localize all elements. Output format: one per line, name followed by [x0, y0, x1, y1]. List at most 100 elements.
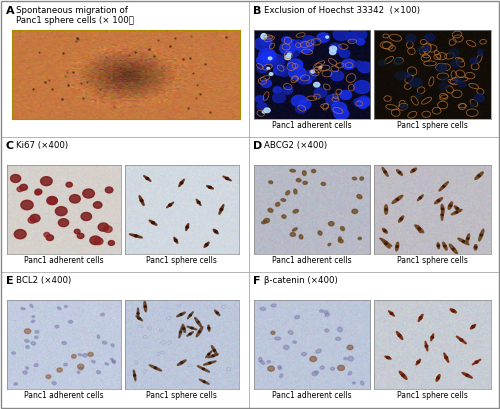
- Circle shape: [283, 87, 292, 94]
- Ellipse shape: [204, 242, 209, 247]
- Ellipse shape: [382, 228, 388, 233]
- Circle shape: [452, 248, 454, 250]
- Ellipse shape: [112, 360, 116, 364]
- Ellipse shape: [24, 339, 29, 342]
- Circle shape: [475, 361, 478, 363]
- Ellipse shape: [294, 315, 300, 319]
- Text: A: A: [6, 6, 14, 16]
- Ellipse shape: [324, 311, 328, 314]
- Circle shape: [267, 67, 270, 70]
- Circle shape: [261, 52, 274, 62]
- Circle shape: [445, 357, 448, 359]
- Circle shape: [24, 329, 31, 334]
- Circle shape: [449, 49, 459, 56]
- Circle shape: [134, 235, 138, 237]
- Ellipse shape: [456, 336, 466, 344]
- Circle shape: [354, 98, 365, 107]
- Circle shape: [216, 312, 218, 314]
- Circle shape: [273, 87, 282, 94]
- Ellipse shape: [32, 316, 34, 317]
- Circle shape: [442, 208, 444, 210]
- Circle shape: [190, 315, 192, 316]
- Circle shape: [268, 57, 272, 60]
- Circle shape: [282, 45, 300, 58]
- Circle shape: [202, 368, 204, 370]
- Circle shape: [402, 374, 404, 376]
- Circle shape: [270, 73, 273, 75]
- Ellipse shape: [276, 202, 280, 206]
- Circle shape: [261, 79, 272, 88]
- Circle shape: [422, 45, 430, 51]
- Text: E: E: [6, 276, 14, 285]
- Circle shape: [292, 95, 306, 107]
- Circle shape: [474, 246, 477, 248]
- Circle shape: [439, 83, 448, 90]
- Circle shape: [438, 200, 440, 202]
- Text: Panc1 adherent cells: Panc1 adherent cells: [272, 391, 351, 400]
- Ellipse shape: [96, 371, 100, 374]
- Circle shape: [384, 241, 387, 243]
- Circle shape: [351, 29, 366, 40]
- Circle shape: [288, 66, 306, 79]
- Circle shape: [396, 198, 398, 200]
- Circle shape: [209, 362, 211, 364]
- Circle shape: [208, 186, 212, 189]
- Ellipse shape: [303, 181, 308, 184]
- Circle shape: [10, 175, 20, 182]
- Circle shape: [189, 333, 191, 335]
- Ellipse shape: [437, 243, 440, 249]
- Ellipse shape: [288, 330, 293, 335]
- Circle shape: [417, 48, 423, 52]
- Circle shape: [460, 339, 463, 341]
- Ellipse shape: [219, 204, 224, 214]
- Ellipse shape: [14, 382, 18, 385]
- Circle shape: [419, 197, 422, 199]
- Ellipse shape: [315, 371, 318, 374]
- Ellipse shape: [78, 371, 80, 373]
- Circle shape: [154, 367, 156, 369]
- Ellipse shape: [79, 367, 83, 370]
- Ellipse shape: [466, 234, 469, 243]
- Ellipse shape: [286, 191, 290, 195]
- Ellipse shape: [462, 373, 472, 378]
- Circle shape: [44, 232, 50, 237]
- Circle shape: [30, 214, 40, 222]
- Circle shape: [152, 222, 154, 224]
- Ellipse shape: [26, 367, 29, 369]
- Text: Panc1 adherent cells: Panc1 adherent cells: [272, 256, 351, 265]
- Ellipse shape: [320, 366, 324, 369]
- Circle shape: [440, 67, 446, 71]
- Circle shape: [180, 331, 182, 333]
- Text: Panc1 sphere cells: Panc1 sphere cells: [146, 256, 217, 265]
- Ellipse shape: [204, 361, 216, 365]
- Text: F: F: [253, 276, 260, 285]
- Ellipse shape: [330, 367, 334, 370]
- Circle shape: [302, 36, 316, 46]
- Ellipse shape: [282, 215, 286, 218]
- Circle shape: [437, 245, 440, 247]
- Ellipse shape: [34, 336, 38, 339]
- Circle shape: [413, 79, 422, 86]
- Circle shape: [466, 238, 469, 239]
- Circle shape: [358, 62, 372, 73]
- Circle shape: [226, 178, 228, 180]
- Ellipse shape: [12, 352, 16, 354]
- Ellipse shape: [150, 365, 162, 371]
- Ellipse shape: [278, 367, 282, 369]
- Ellipse shape: [396, 170, 402, 175]
- Circle shape: [280, 43, 295, 54]
- Circle shape: [46, 375, 51, 379]
- Ellipse shape: [294, 189, 297, 194]
- Circle shape: [108, 240, 114, 245]
- Text: ABCG2 (×400): ABCG2 (×400): [264, 141, 326, 150]
- Circle shape: [72, 355, 76, 358]
- Ellipse shape: [400, 371, 407, 379]
- Circle shape: [474, 94, 484, 102]
- Ellipse shape: [68, 320, 72, 323]
- Text: Panc1 sphere cells: Panc1 sphere cells: [397, 121, 468, 130]
- Circle shape: [392, 58, 402, 65]
- Circle shape: [214, 350, 216, 351]
- Ellipse shape: [259, 357, 262, 362]
- Ellipse shape: [360, 381, 364, 385]
- Ellipse shape: [348, 356, 354, 361]
